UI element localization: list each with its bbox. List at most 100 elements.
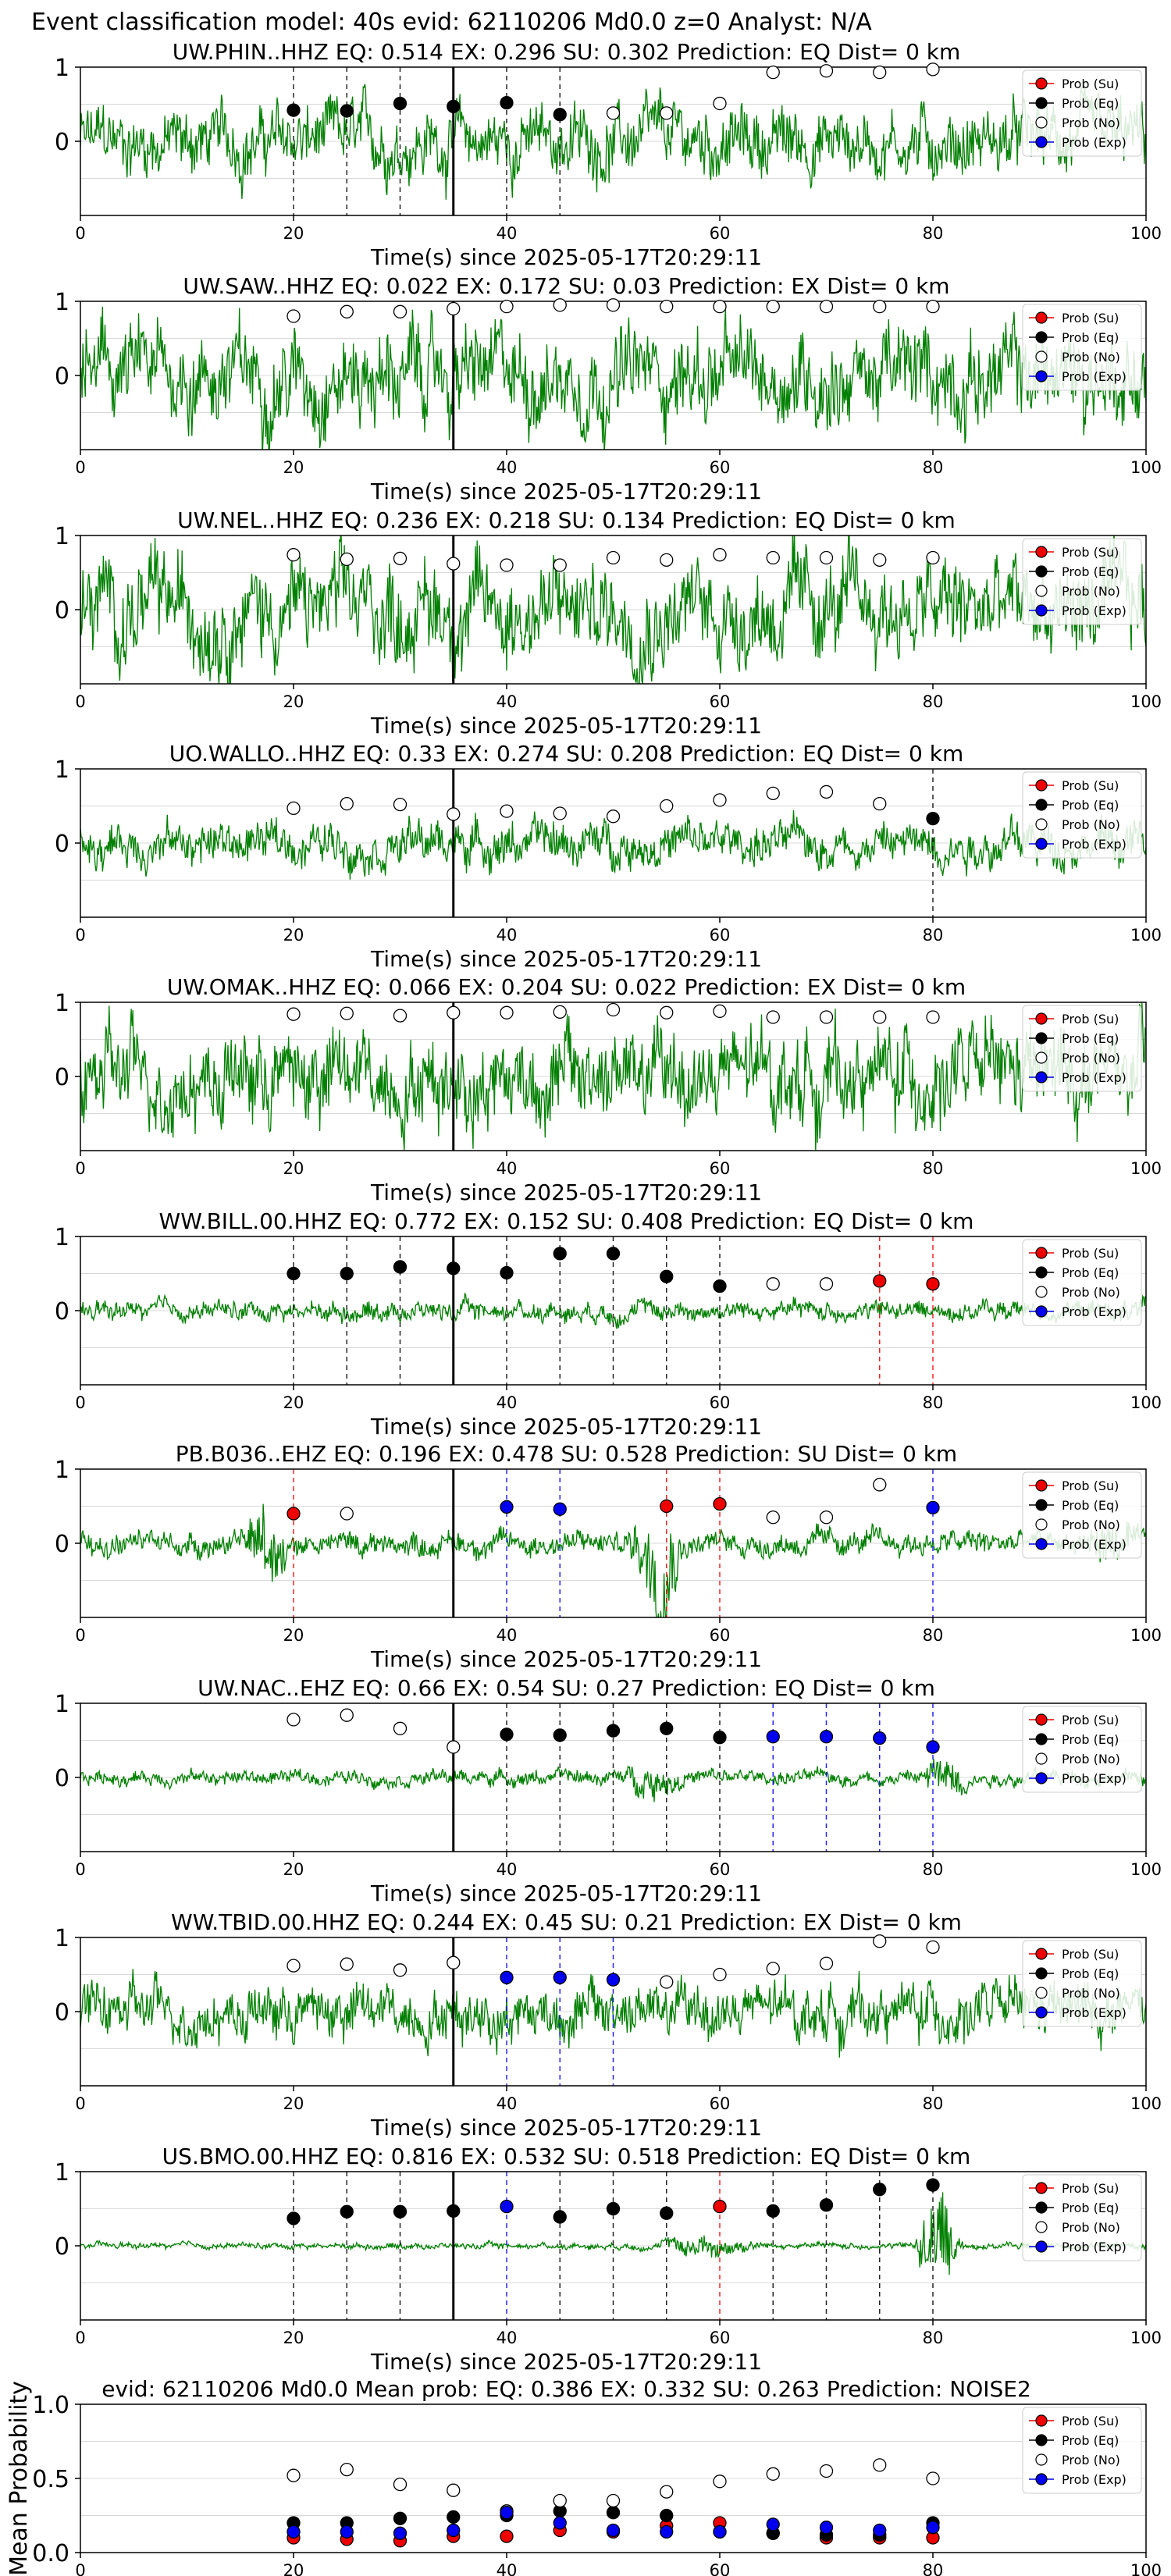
- panel-5: UW.OMAK..HHZ EQ: 0.066 EX: 0.204 SU: 0.0…: [55, 974, 1162, 1205]
- legend-box: [1022, 771, 1142, 859]
- panel-4: UO.WALLO..HHZ EQ: 0.33 EX: 0.274 SU: 0.2…: [55, 741, 1162, 972]
- y-tick-label: 1: [55, 523, 69, 550]
- prob-marker: [713, 548, 727, 562]
- panel-2: UW.SAW..HHZ EQ: 0.022 EX: 0.172 SU: 0.03…: [55, 273, 1162, 504]
- x-tick-label: 80: [923, 458, 944, 477]
- prob-marker: [500, 1970, 514, 1984]
- legend-marker: [1035, 546, 1048, 558]
- prob-marker: [553, 806, 567, 820]
- prob-marker: [500, 1500, 514, 1514]
- prob-marker: [340, 1708, 354, 1722]
- y-tick-label: 1: [55, 1691, 69, 1718]
- prob-marker: [660, 1005, 674, 1019]
- x-axis-label: Time(s) since 2025-05-17T20:29:11: [370, 1880, 762, 1906]
- x-tick-label: 80: [923, 1860, 944, 1879]
- prob-marker: [713, 299, 727, 314]
- prob-marker: [819, 1277, 834, 1291]
- x-axis-label: Time(s) since 2025-05-17T20:29:11: [370, 244, 762, 270]
- prob-marker: [819, 550, 834, 565]
- x-tick-label: 20: [283, 692, 304, 711]
- x-axis-label: Time(s) since 2025-05-17T20:29:11: [370, 946, 762, 972]
- prob-marker: [393, 1260, 408, 1274]
- y-tick-label: 1.0: [32, 2392, 69, 2419]
- y-tick-label: 0: [55, 1064, 69, 1091]
- prob-marker: [553, 2210, 567, 2224]
- prob-marker: [340, 797, 354, 811]
- legend-marker: [1035, 1051, 1048, 1064]
- prob-marker: [660, 2485, 674, 2499]
- legend-marker: [1035, 311, 1048, 324]
- x-tick-label: 20: [283, 2561, 304, 2576]
- x-tick-label: 0: [75, 2094, 85, 2113]
- y-tick-label: 0: [55, 831, 69, 858]
- legend-marker: [1035, 2414, 1048, 2427]
- prob-marker: [500, 299, 514, 314]
- x-tick-label: 20: [283, 1393, 304, 1412]
- prob-marker: [287, 1713, 301, 1727]
- panel-title: WW.BILL.00.HHZ EQ: 0.772 EX: 0.152 SU: 0…: [159, 1208, 974, 1234]
- prob-marker: [553, 1005, 567, 1019]
- panel-title: WW.TBID.00.HHZ EQ: 0.244 EX: 0.45 SU: 0.…: [171, 1909, 962, 1935]
- legend-label: Prob (Eq): [1062, 2433, 1119, 2448]
- x-tick-label: 20: [283, 2329, 304, 2347]
- prob-marker: [393, 797, 408, 812]
- x-tick-label: 40: [497, 1159, 518, 1178]
- legend-marker: [1035, 136, 1048, 148]
- y-tick-label: 1: [55, 1925, 69, 1952]
- prob-marker: [819, 1730, 834, 1744]
- prob-marker: [553, 2516, 567, 2530]
- x-tick-label: 20: [283, 224, 304, 243]
- x-tick-label: 20: [283, 2094, 304, 2113]
- x-axis-label: Time(s) since 2025-05-17T20:29:11: [370, 1179, 762, 1205]
- prob-marker: [340, 104, 354, 118]
- x-tick-label: 80: [923, 2094, 944, 2113]
- prob-marker: [393, 2526, 408, 2540]
- prob-marker: [393, 96, 408, 111]
- x-axis-label: Time(s) since 2025-05-17T20:29:11: [370, 713, 762, 738]
- y-tick-label: 0: [55, 597, 69, 624]
- prob-marker: [660, 1269, 674, 1283]
- prob-marker: [873, 553, 887, 567]
- panel-10: US.BMO.00.HHZ EQ: 0.816 EX: 0.532 SU: 0.…: [55, 2144, 1162, 2375]
- prob-marker: [926, 1500, 940, 1515]
- waveform-trace: [80, 1759, 1146, 1802]
- prob-marker: [926, 2178, 940, 2192]
- legend-marker: [1035, 1032, 1048, 1044]
- prob-marker: [926, 1740, 940, 1754]
- prob-marker: [606, 809, 621, 824]
- x-tick-label: 0: [75, 1159, 85, 1178]
- y-tick-label: 0: [55, 1298, 69, 1325]
- prob-marker: [713, 2199, 727, 2214]
- x-tick-label: 100: [1130, 1393, 1162, 1412]
- legend-marker: [1035, 838, 1048, 850]
- legend-label: Prob (Exp): [1062, 2472, 1127, 2487]
- legend-marker: [1035, 116, 1048, 129]
- prob-marker: [500, 2529, 514, 2543]
- prob-marker: [713, 1004, 727, 1019]
- prob-marker: [340, 1266, 354, 1281]
- legend-label: Prob (Eq): [1062, 1498, 1119, 1513]
- legend-marker: [1035, 2221, 1048, 2233]
- x-tick-label: 0: [75, 2561, 85, 2576]
- figure-title: Event classification model: 40s evid: 62…: [31, 9, 872, 36]
- legend-label: Prob (Exp): [1062, 603, 1127, 618]
- y-tick-label: 1: [55, 1457, 69, 1484]
- legend-label: Prob (Su): [1062, 545, 1119, 560]
- x-tick-label: 80: [923, 2561, 944, 2576]
- legend-marker: [1035, 2434, 1048, 2446]
- prob-marker: [819, 2464, 834, 2478]
- legend-marker: [1035, 2473, 1048, 2485]
- prob-marker: [553, 108, 567, 122]
- legend-label: Prob (Exp): [1062, 1771, 1127, 1786]
- legend-marker: [1035, 350, 1048, 363]
- x-tick-label: 40: [497, 692, 518, 711]
- y-tick-label: 1: [55, 289, 69, 316]
- panels: UW.PHIN..HHZ EQ: 0.514 EX: 0.296 SU: 0.3…: [5, 39, 1162, 2576]
- panel-8: UW.NAC..EHZ EQ: 0.66 EX: 0.54 SU: 0.27 P…: [55, 1675, 1162, 1906]
- legend-label: Prob (Exp): [1062, 1070, 1127, 1085]
- prob-marker: [500, 95, 514, 110]
- x-tick-label: 60: [710, 2094, 731, 2113]
- prob-marker: [287, 2524, 301, 2539]
- y-tick-label: 0: [55, 129, 69, 156]
- legend-label: Prob (No): [1062, 350, 1120, 365]
